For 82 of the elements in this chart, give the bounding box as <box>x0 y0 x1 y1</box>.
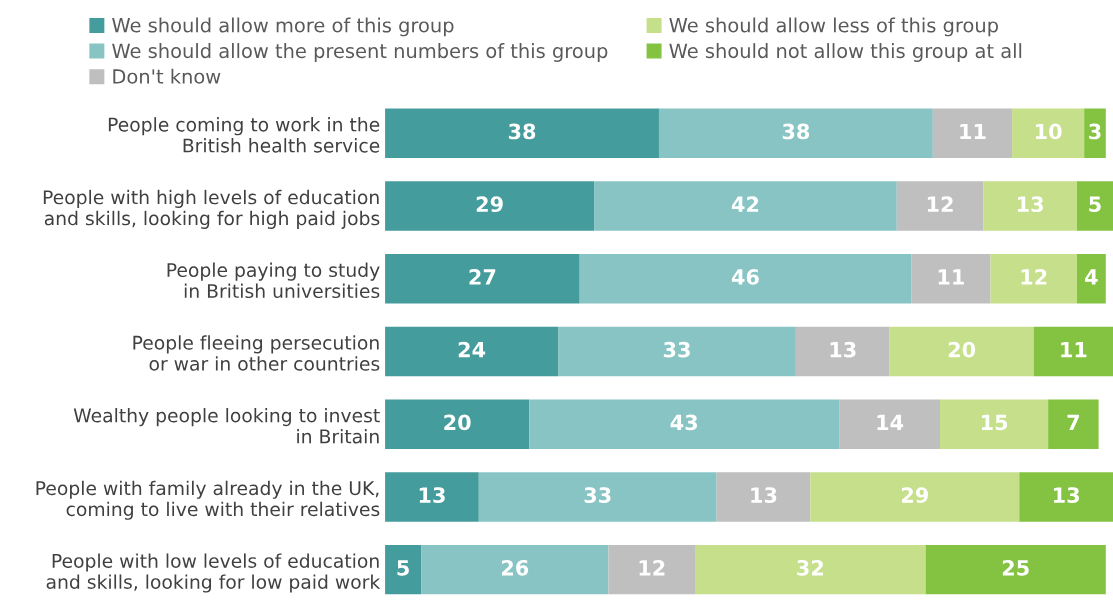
bar <box>932 108 1013 159</box>
data-label: 13 <box>830 341 856 358</box>
bar <box>889 326 1034 377</box>
data-label: 4 <box>1085 269 1098 285</box>
data-label: 5 <box>1089 196 1101 213</box>
data-label: 3 <box>1089 123 1101 140</box>
bar <box>925 544 1106 595</box>
data-label: 20 <box>948 341 976 358</box>
bar <box>385 472 479 522</box>
bar <box>1076 254 1106 304</box>
y-tick-label: People paying to study in British universities <box>167 262 380 299</box>
legend-label: We should allow more of this group <box>112 17 454 37</box>
data-label: 20 <box>444 414 471 431</box>
bar <box>839 399 941 449</box>
data-label: 27 <box>469 269 496 285</box>
data-label: 25 <box>1002 559 1029 576</box>
bar <box>695 544 926 595</box>
legend-label: Don't know <box>113 68 221 84</box>
data-label: 11 <box>1061 342 1087 358</box>
bar <box>810 472 1020 522</box>
bar <box>1033 326 1113 377</box>
data-label: 11 <box>960 123 986 140</box>
bar <box>385 399 530 449</box>
data-label: 43 <box>670 414 698 431</box>
data-label: 13 <box>1054 487 1079 503</box>
data-label: 12 <box>639 559 665 576</box>
data-label: 24 <box>458 341 486 358</box>
data-label: 10 <box>1035 123 1062 140</box>
bar <box>1048 399 1099 449</box>
bar <box>911 254 991 304</box>
data-label: 13 <box>1017 196 1043 213</box>
data-label: 13 <box>751 487 777 503</box>
bar <box>385 108 659 159</box>
bar <box>795 326 890 377</box>
bar <box>983 181 1077 231</box>
data-label: 11 <box>938 269 964 285</box>
data-label: 42 <box>731 196 759 212</box>
legend-label: We should allow the present numbers of this group <box>112 43 608 62</box>
bar <box>940 399 1049 449</box>
bar <box>1012 108 1085 159</box>
data-label: 26 <box>501 559 529 576</box>
bar <box>385 181 595 231</box>
bar <box>478 472 717 522</box>
legend-label: We should allow less of this group <box>669 17 998 37</box>
y-tick-label: People with low levels of education and skills, looking for low paid work <box>46 553 381 593</box>
data-label: 12 <box>927 196 953 212</box>
legend-label: We should not allow this group at all <box>669 43 1022 62</box>
bar <box>1076 181 1113 231</box>
data-label: 32 <box>797 559 823 576</box>
data-label: 14 <box>877 414 904 430</box>
bar <box>594 181 897 231</box>
bar <box>716 472 811 522</box>
bar <box>558 326 796 377</box>
data-label: 46 <box>731 269 759 285</box>
bar <box>385 326 559 377</box>
y-tick-label: Wealthy people looking to invest in Britain <box>73 408 380 444</box>
bar <box>990 254 1077 304</box>
bar <box>421 544 609 595</box>
data-label: 7 <box>1067 414 1079 430</box>
y-tick-label: People fleeing persecution or war in other countries <box>133 335 380 371</box>
y-tick-label: People with high levels of education and skills, looking for high paid jobs <box>43 189 380 229</box>
bar <box>529 399 840 449</box>
bar <box>896 181 984 231</box>
data-label: 38 <box>508 123 536 140</box>
y-tick-label: People coming to work in the British health service <box>108 117 380 153</box>
data-label: 12 <box>1021 269 1047 285</box>
bar <box>1019 472 1113 522</box>
bar <box>579 254 912 304</box>
data-label: 33 <box>584 487 611 503</box>
bar <box>385 544 422 595</box>
data-label: 33 <box>663 341 690 358</box>
bar <box>608 544 695 595</box>
data-label: 38 <box>782 123 810 140</box>
data-label: 15 <box>981 414 1008 431</box>
y-tick-label: People with family already in the UK, coming to live with their relatives <box>36 480 380 520</box>
data-label: 29 <box>476 196 503 213</box>
data-label: 13 <box>419 487 445 503</box>
bar <box>658 108 933 159</box>
bar <box>385 254 580 304</box>
bar <box>1084 108 1106 159</box>
data-label: 5 <box>397 560 409 576</box>
data-label: 29 <box>901 487 928 503</box>
